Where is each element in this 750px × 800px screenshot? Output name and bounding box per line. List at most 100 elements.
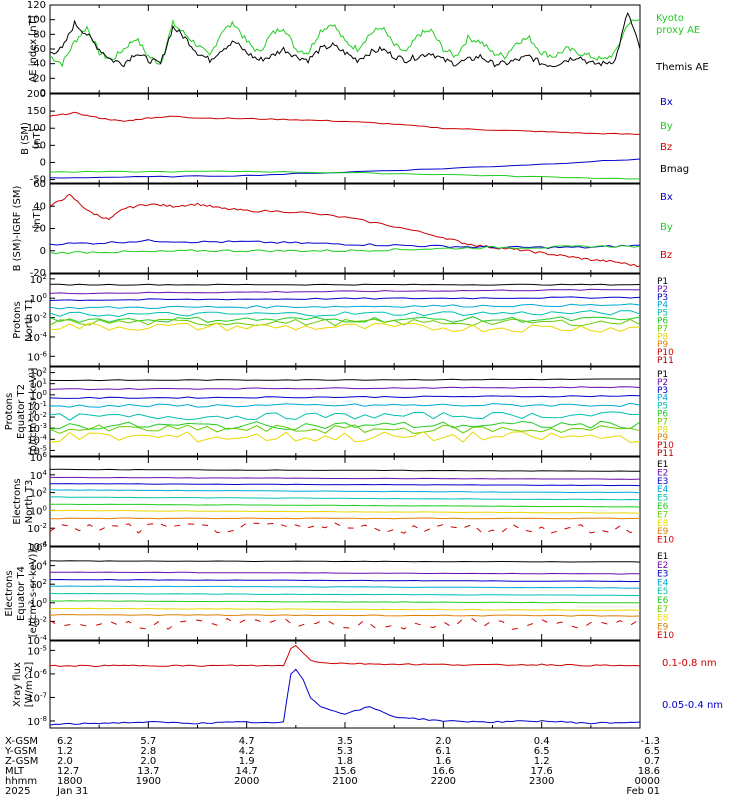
y-axis-label: Equator T2 xyxy=(16,384,27,439)
series-line-p8 xyxy=(49,322,640,333)
series-line-e1 xyxy=(49,468,640,472)
series-line-e3 xyxy=(50,483,641,487)
legend-e8: E8 xyxy=(657,519,669,529)
ephem-row-label: Z-GSM xyxy=(5,756,38,767)
legend-e1: E1 xyxy=(657,460,668,470)
ephem-value: -1.3 xyxy=(640,736,660,747)
y-tick-label: 106 xyxy=(30,541,48,554)
ephem-row-label: Y-GSM xyxy=(4,746,37,757)
y-tick-label: 80 xyxy=(33,29,46,40)
series-line-bx xyxy=(49,239,640,250)
y-tick-label: 10-2 xyxy=(27,312,47,325)
legend-p6: P6 xyxy=(657,317,668,327)
series-line-xray-short xyxy=(49,668,641,726)
y-tick-label: 100 xyxy=(30,597,47,610)
y-tick-label: 40 xyxy=(33,59,46,70)
y-tick-label: 102 xyxy=(30,273,47,286)
legend-xray-long: 0.1-0.8 nm xyxy=(662,658,717,669)
series-line-p1 xyxy=(49,283,641,286)
y-axis-label: Protons xyxy=(4,393,15,430)
y-tick-label: 10-8 xyxy=(27,715,47,728)
y-axis-label: North T1 xyxy=(24,298,35,342)
y-tick-label: 102 xyxy=(30,487,47,500)
series-line-e8 xyxy=(49,613,641,617)
ephem-value: 5.3 xyxy=(337,746,353,757)
legend-e1: E1 xyxy=(657,552,668,562)
y-axis-label: Xray flux xyxy=(12,662,23,707)
legend-p2: P2 xyxy=(657,285,668,295)
series-line-by xyxy=(49,170,641,180)
legend-p10: P10 xyxy=(657,348,674,358)
series-line-p2 xyxy=(49,288,641,295)
ephem-value: 4.7 xyxy=(239,736,255,747)
panel-frame-1 xyxy=(49,4,641,94)
legend-bz: Bz xyxy=(660,142,672,153)
y-tick-label: 40 xyxy=(33,201,46,212)
ephem-value: 1.6 xyxy=(435,756,451,767)
series-line-e4 xyxy=(49,585,640,589)
ephem-value: 18.6 xyxy=(638,766,660,777)
y-tick-label: 10-1 xyxy=(27,400,47,413)
y-axis-label: Equator T4 xyxy=(16,566,27,621)
series-line-e5 xyxy=(49,592,640,596)
y-tick-label: 10-5 xyxy=(27,644,47,657)
ephem-value: 2100 xyxy=(332,776,357,787)
legend-by: By xyxy=(660,121,673,132)
series-line-p6 xyxy=(49,420,641,430)
legend-p1: P1 xyxy=(657,277,668,287)
y-tick-label: 104 xyxy=(30,560,48,573)
ephem-value: 1.9 xyxy=(239,756,255,767)
legend-e5: E5 xyxy=(657,587,668,597)
legend-e3: E3 xyxy=(657,570,668,580)
y-axis-label: AE index [nT] xyxy=(28,15,39,82)
series-line-e2 xyxy=(49,476,641,480)
series-line-e2 xyxy=(49,571,641,575)
y-axis-unit: [nT] xyxy=(32,208,43,228)
y-tick-label: 10-4 xyxy=(27,540,47,553)
ephem-value: 2200 xyxy=(431,776,456,787)
legend-e7: E7 xyxy=(657,510,668,520)
y-tick-label: 10-2 xyxy=(27,522,47,535)
legend-e3: E3 xyxy=(657,477,668,487)
ephem-value: 13.7 xyxy=(137,766,159,777)
y-axis-label: B (SM)-IGRF (SM) xyxy=(12,186,23,272)
series-line-e9 xyxy=(49,618,641,630)
series-line-bz xyxy=(49,111,641,135)
series-line-p4 xyxy=(49,303,641,310)
series-line-p8 xyxy=(49,431,641,443)
y-tick-label: 0 xyxy=(40,246,46,257)
y-tick-label: 50 xyxy=(33,140,46,151)
legend-e10: E10 xyxy=(657,536,674,546)
y-tick-label: 10-7 xyxy=(27,691,47,704)
y-tick-label: 10-5 xyxy=(27,444,47,457)
y-tick-label: 0 xyxy=(40,157,46,168)
y-axis-label: Electrons xyxy=(12,478,23,524)
series-line-p3 xyxy=(49,394,641,399)
ephem-value: 0000 xyxy=(635,776,660,787)
ephem-value: 17.6 xyxy=(531,766,553,777)
legend-xray-short: 0.05-0.4 nm xyxy=(662,700,723,711)
ephem-value: 15.6 xyxy=(334,766,356,777)
y-tick-label: 20 xyxy=(33,224,46,235)
ephem-value: 1.2 xyxy=(534,756,550,767)
legend-e10: E10 xyxy=(657,631,674,641)
legend-p2: P2 xyxy=(657,378,668,388)
series-line-p2 xyxy=(49,386,641,391)
legend-p10: P10 xyxy=(657,441,674,451)
legend-p9: P9 xyxy=(657,340,668,350)
y-tick-label: 60 xyxy=(33,179,46,190)
ephem-value: 2300 xyxy=(529,776,554,787)
panel-frame-8 xyxy=(49,640,641,729)
legend-p8: P8 xyxy=(657,332,668,342)
y-tick-label: 10-2 xyxy=(27,411,47,424)
series-line-e7 xyxy=(50,509,641,514)
series-line-p4 xyxy=(49,402,641,408)
series-line-e6 xyxy=(49,503,641,508)
series-line-p7 xyxy=(49,424,641,435)
legend-p3: P3 xyxy=(657,293,668,303)
y-tick-label: 200 xyxy=(27,89,46,100)
series-line-bx xyxy=(49,158,641,179)
y-axis-label: North T3 xyxy=(24,480,35,524)
legend-bx: Bx xyxy=(660,192,673,203)
